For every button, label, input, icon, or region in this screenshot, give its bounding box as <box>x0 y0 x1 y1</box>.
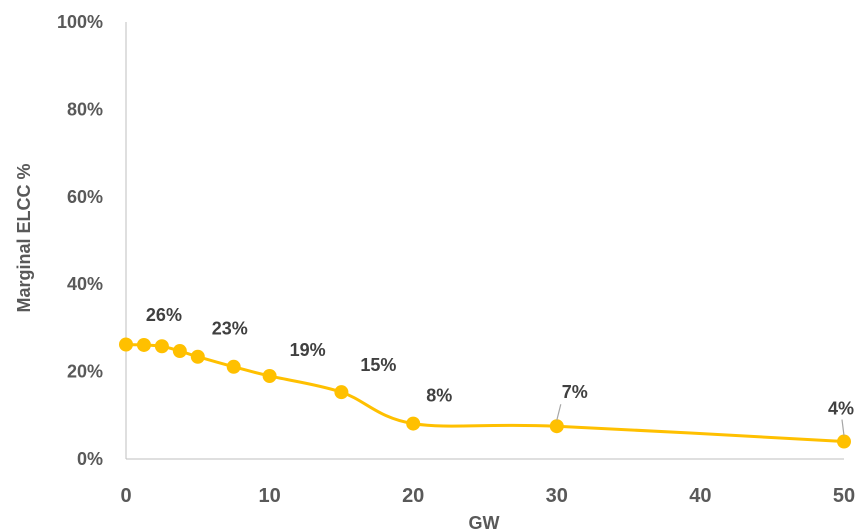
data-label: 23% <box>212 319 248 339</box>
data-point <box>119 337 133 352</box>
x-tick-label: 20 <box>402 485 424 507</box>
data-label: 26% <box>146 305 182 325</box>
y-tick-label: 40% <box>67 274 103 294</box>
x-tick-label: 0 <box>120 485 131 507</box>
y-tick-label: 80% <box>67 99 103 119</box>
data-point <box>334 385 349 400</box>
y-tick-label: 60% <box>67 187 103 207</box>
label-leader-line <box>556 404 562 421</box>
y-tick-label: 100% <box>57 12 103 32</box>
data-label: 8% <box>426 386 452 406</box>
data-point <box>154 339 169 354</box>
data-point <box>262 368 277 383</box>
x-tick-label: 50 <box>833 485 855 507</box>
data-label: 19% <box>290 340 326 360</box>
y-axis-title: Marginal ELCC % <box>14 163 34 312</box>
series-line <box>125 343 845 444</box>
data-point <box>172 344 187 359</box>
x-tick-label: 10 <box>258 485 280 507</box>
data-point <box>226 359 241 374</box>
y-tick-label: 20% <box>67 362 103 382</box>
x-axis-title: GW <box>469 513 500 531</box>
x-tick-label: 40 <box>689 485 711 507</box>
y-tick-labels: 0% 20% 40% 60% 80% 100% <box>57 12 103 469</box>
data-label: 4% <box>828 399 854 419</box>
data-point <box>837 434 851 449</box>
axes <box>125 22 844 460</box>
data-point <box>406 416 421 431</box>
data-point <box>136 337 151 352</box>
label-leader-line <box>841 419 845 436</box>
data-point <box>190 349 205 364</box>
data-label: 7% <box>562 382 588 402</box>
x-tick-label: 30 <box>546 485 568 507</box>
y-tick-label: 0% <box>77 449 103 469</box>
data-point <box>549 419 564 434</box>
data-label: 15% <box>360 355 396 375</box>
x-tick-labels: 0 10 20 30 40 50 <box>120 485 855 507</box>
data-labels: 26% 23% 19% 15% 8% 7% 4% <box>146 305 854 436</box>
data-points <box>119 337 851 449</box>
